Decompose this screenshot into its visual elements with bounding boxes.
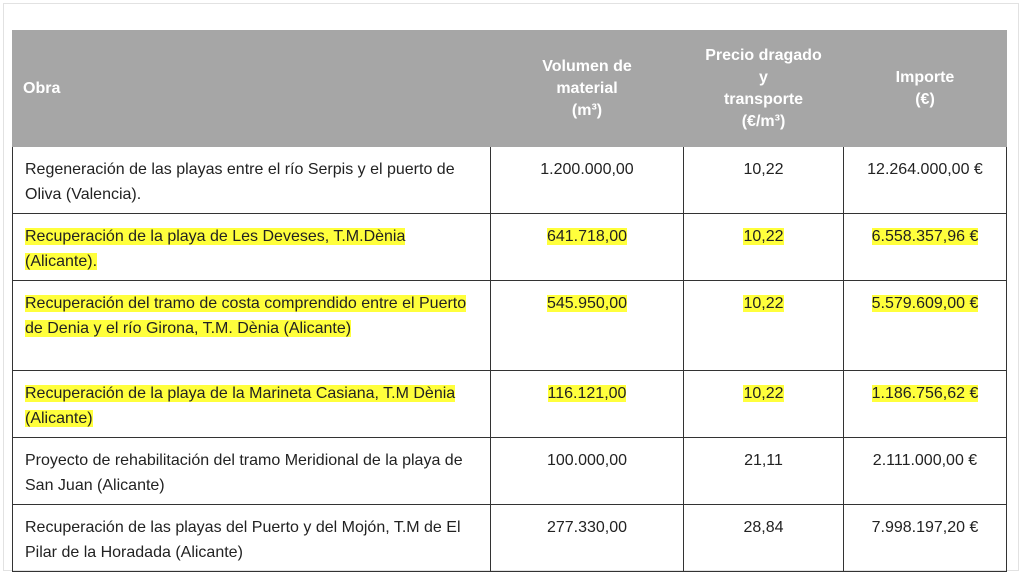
project-cell: Recuperación de la playa de la Marineta …: [12, 370, 491, 438]
table-row: Recuperación de las playas del Puerto y …: [12, 504, 1007, 572]
cell-text: 12.264.000,00 €: [867, 161, 983, 178]
table-row: Recuperación de la playa de Les Deveses,…: [12, 213, 1007, 281]
number-cell: 116.121,00: [490, 370, 684, 438]
project-cell: Proyecto de rehabilitación del tramo Mer…: [12, 437, 491, 505]
cell-text: 116.121,00: [547, 385, 627, 402]
number-cell: 2.111.000,00 €: [843, 437, 1007, 505]
table-row: Recuperación del tramo de costa comprend…: [12, 280, 1007, 371]
number-cell: 28,84: [683, 504, 844, 572]
number-cell: 1.186.756,62 €: [843, 370, 1007, 438]
header-cell: Precio dragado y transporte (€/m³): [683, 30, 844, 147]
number-cell: 10,22: [683, 280, 844, 371]
cell-text: 10,22: [743, 295, 784, 312]
table-row: Regeneración de las playas entre el río …: [12, 146, 1007, 214]
number-cell: 1.200.000,00: [490, 146, 684, 214]
number-cell: 12.264.000,00 €: [843, 146, 1007, 214]
cell-text: Recuperación de la playa de la Marineta …: [25, 385, 456, 427]
number-cell: 545.950,00: [490, 280, 684, 371]
table-row: Recuperación de la playa de la Marineta …: [12, 370, 1007, 438]
number-cell: 10,22: [683, 213, 844, 281]
cell-text: 10,22: [743, 385, 784, 402]
cell-text: 545.950,00: [546, 295, 628, 312]
data-table: Obra Volumen de material (m³) Precio dra…: [12, 30, 1007, 572]
cell-text: 7.998.197,20 €: [871, 519, 979, 536]
cell-text: Regeneración de las playas entre el río …: [25, 161, 455, 203]
number-cell: 10,22: [683, 146, 844, 214]
header-cell: Importe (€): [843, 30, 1007, 147]
cell-text: 641.718,00: [546, 228, 628, 245]
project-cell: Regeneración de las playas entre el río …: [12, 146, 491, 214]
header-cell: Volumen de material (m³): [490, 30, 684, 147]
project-cell: Recuperación de la playa de Les Deveses,…: [12, 213, 491, 281]
number-cell: 5.579.609,00 €: [843, 280, 1007, 371]
number-cell: 100.000,00: [490, 437, 684, 505]
cell-text: Recuperación de las playas del Puerto y …: [25, 519, 461, 561]
project-cell: Recuperación de las playas del Puerto y …: [12, 504, 491, 572]
cell-text: 1.200.000,00: [540, 161, 634, 178]
number-cell: 641.718,00: [490, 213, 684, 281]
cell-text: 10,22: [743, 228, 784, 245]
cell-text: 100.000,00: [546, 452, 628, 469]
cell-text: Proyecto de rehabilitación del tramo Mer…: [25, 452, 463, 494]
cell-text: 28,84: [743, 519, 784, 536]
number-cell: 21,11: [683, 437, 844, 505]
cell-text: 6.558.357,96 €: [871, 228, 979, 245]
number-cell: 277.330,00: [490, 504, 684, 572]
cell-text: 1.186.756,62 €: [871, 385, 979, 402]
number-cell: 6.558.357,96 €: [843, 213, 1007, 281]
cell-text: 10,22: [743, 161, 784, 178]
cell-text: 5.579.609,00 €: [871, 295, 979, 312]
cell-text: 2.111.000,00 €: [872, 452, 978, 469]
cell-text: Recuperación del tramo de costa comprend…: [25, 295, 467, 337]
table-row: Proyecto de rehabilitación del tramo Mer…: [12, 437, 1007, 505]
project-cell: Recuperación del tramo de costa comprend…: [12, 280, 491, 371]
table-body: Regeneración de las playas entre el río …: [12, 146, 1007, 572]
header-cell: Obra: [12, 30, 491, 147]
cell-text: 277.330,00: [546, 519, 628, 536]
number-cell: 10,22: [683, 370, 844, 438]
header-row: Obra Volumen de material (m³) Precio dra…: [12, 30, 1007, 147]
cell-text: Recuperación de la playa de Les Deveses,…: [25, 228, 406, 270]
cell-text: 21,11: [744, 452, 783, 469]
number-cell: 7.998.197,20 €: [843, 504, 1007, 572]
table-header: Obra Volumen de material (m³) Precio dra…: [12, 30, 1007, 147]
